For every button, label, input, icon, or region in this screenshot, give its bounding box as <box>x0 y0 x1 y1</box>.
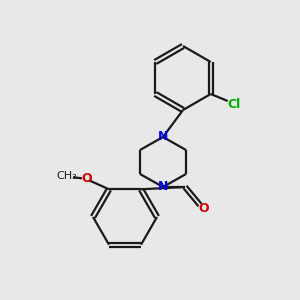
Text: CH₃: CH₃ <box>57 171 77 181</box>
Text: N: N <box>158 130 168 143</box>
Text: Cl: Cl <box>227 98 240 110</box>
Text: N: N <box>158 181 168 194</box>
Text: O: O <box>199 202 209 215</box>
Text: O: O <box>82 172 92 185</box>
